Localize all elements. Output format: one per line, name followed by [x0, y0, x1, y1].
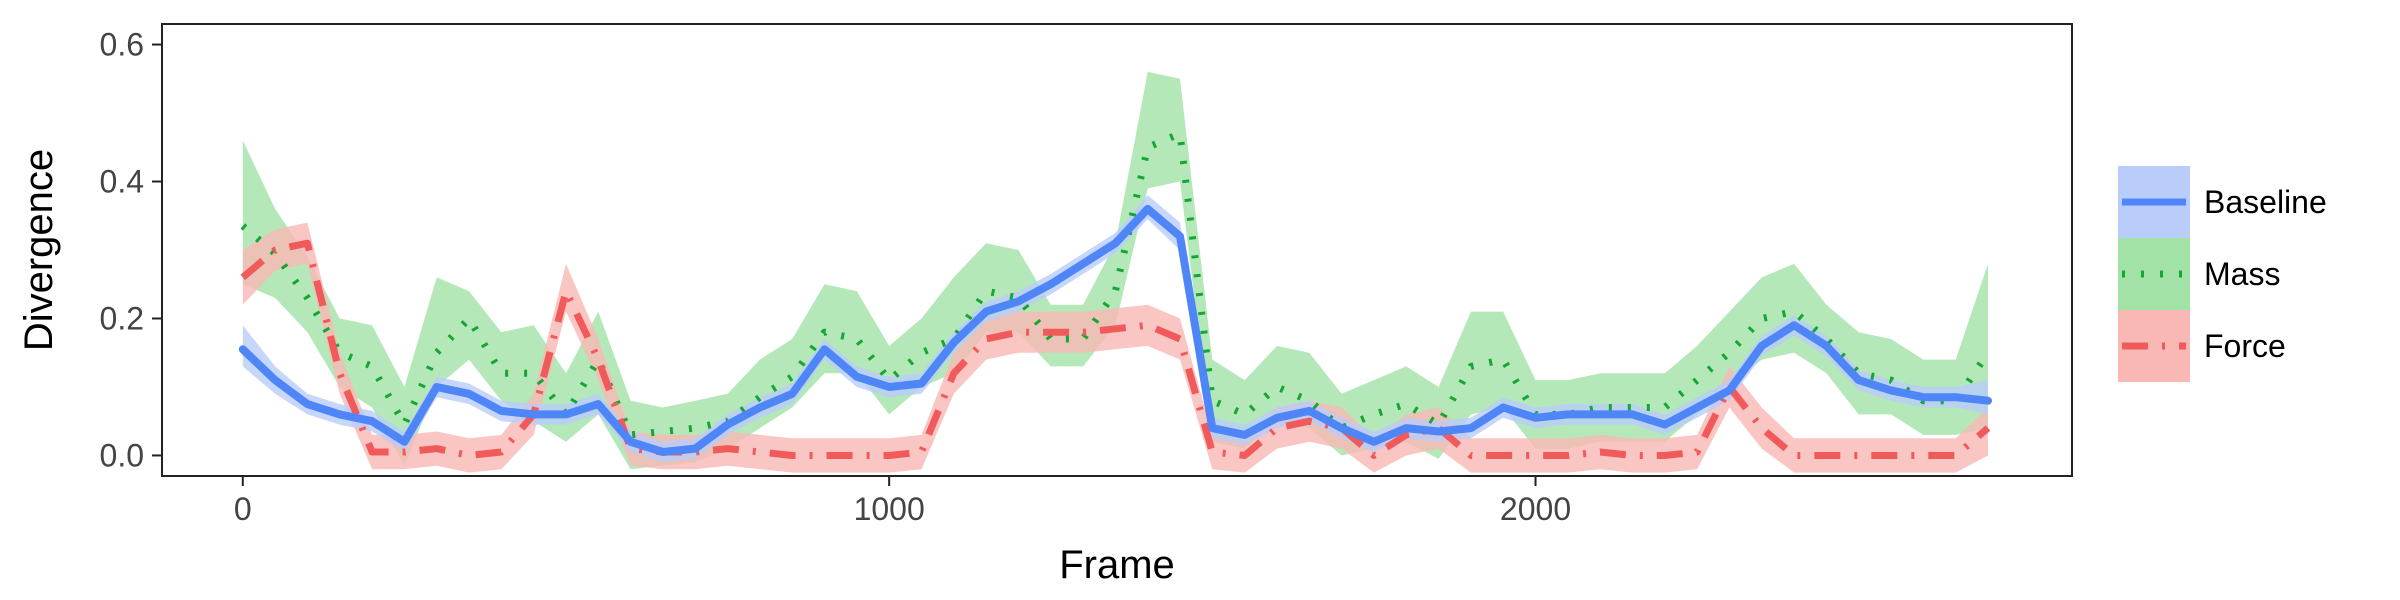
- confidence-bands: [242, 71, 1988, 473]
- x-tick-label: 0: [234, 491, 252, 527]
- y-tick-label: 0.2: [100, 300, 144, 336]
- legend: Baseline Mass Force: [2118, 166, 2327, 382]
- x-tick-label: 1000: [854, 491, 925, 527]
- band-mass: [242, 71, 1988, 470]
- x-axis: 0 1000 2000: [234, 476, 1571, 527]
- x-tick-label: 2000: [1500, 491, 1571, 527]
- band-baseline: [242, 195, 1988, 463]
- y-tick-label: 0.6: [100, 27, 144, 63]
- y-axis-label: Divergence: [17, 149, 61, 351]
- series-lines: [238, 130, 1992, 459]
- y-tick-label: 0.4: [100, 164, 144, 200]
- legend-label: Force: [2204, 328, 2286, 364]
- y-tick-label: 0.0: [100, 437, 144, 473]
- legend-label: Baseline: [2204, 184, 2327, 220]
- y-axis: 0.0 0.2 0.4 0.6: [100, 27, 162, 473]
- legend-item-mass: Mass: [2118, 238, 2280, 310]
- x-axis-label: Frame: [1059, 543, 1175, 587]
- legend-item-baseline: Baseline: [2118, 166, 2327, 238]
- legend-item-force: Force: [2118, 310, 2286, 382]
- series-line-baseline: [238, 204, 1992, 456]
- legend-key-band: [2118, 238, 2190, 310]
- band-force: [242, 222, 1988, 473]
- legend-label: Mass: [2204, 256, 2280, 292]
- plot-panel-border: [161, 23, 2073, 477]
